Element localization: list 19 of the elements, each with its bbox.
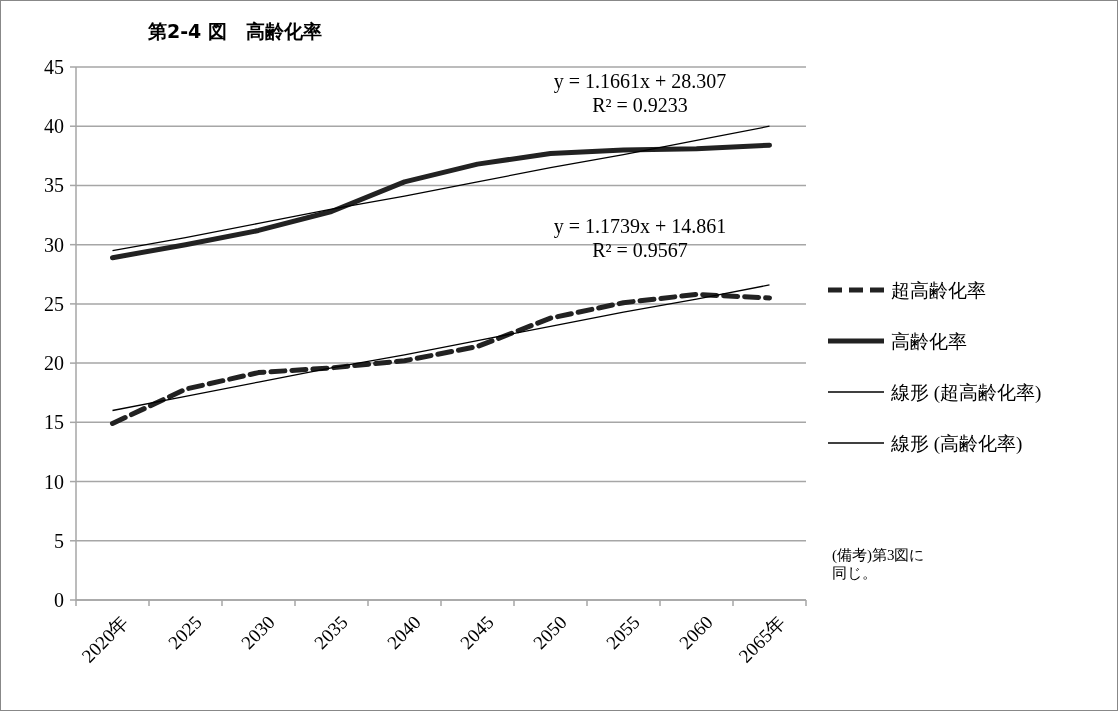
annotation: y = 1.1661x + 28.307 R² = 0.9233 — [553, 70, 727, 116]
y-tick-label: 25 — [44, 292, 64, 315]
legend-label: 高齢化率 — [891, 330, 967, 352]
y-tick-label: 40 — [44, 115, 64, 138]
y-tick-label: 45 — [44, 56, 64, 78]
text: (備考)第3図に同じ。 — [832, 547, 925, 581]
legend-label: 超高齢化率 — [891, 279, 986, 301]
legend-label: 線形 (超高齢化率) — [890, 381, 1042, 404]
chart-title: 第2-4 図 高齢化率 — [147, 20, 322, 42]
y-tick-label: 0 — [54, 589, 64, 611]
y-tick-label: 5 — [54, 529, 64, 552]
y-tick-label: 15 — [44, 411, 64, 434]
y-tick-label: 35 — [44, 174, 64, 197]
y-tick-label: 30 — [44, 233, 64, 256]
annotation: y = 1.1739x + 14.861 R² = 0.9567 — [553, 215, 727, 261]
line-series — [111, 284, 771, 412]
y-tick-label: 10 — [44, 470, 64, 493]
y-tick-label: 20 — [44, 352, 64, 375]
legend-label: 線形 (高齢化率) — [890, 432, 1023, 455]
